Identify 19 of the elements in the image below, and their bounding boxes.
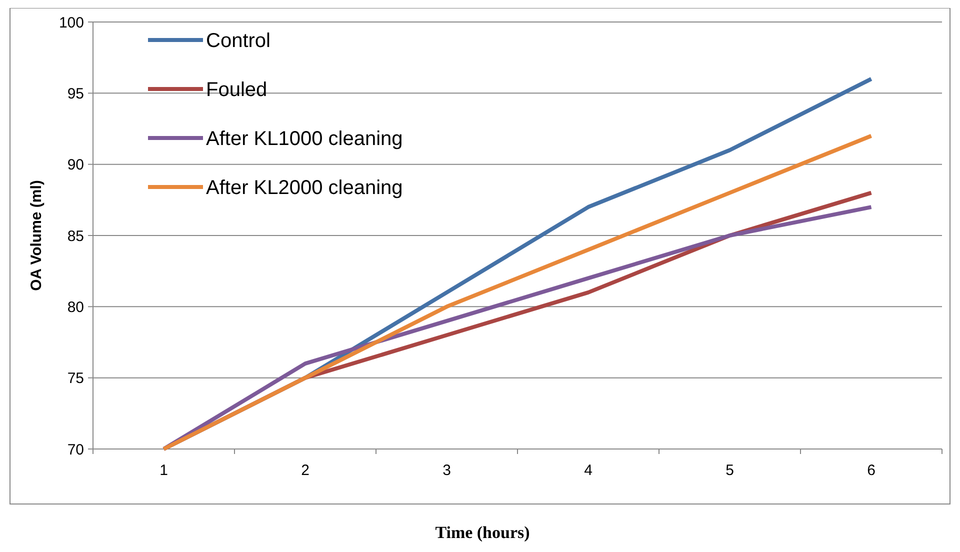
x-tick-label: 5 xyxy=(726,462,734,479)
y-tick-label: 70 xyxy=(67,441,84,458)
y-tick-label: 100 xyxy=(58,14,84,32)
y-axis-title: OA Volume (ml) xyxy=(28,180,45,291)
y-tick-label: 75 xyxy=(67,370,84,388)
y-tick-label: 85 xyxy=(67,228,84,245)
x-axis-title: Time (hours) xyxy=(435,523,530,542)
x-tick-label: 3 xyxy=(442,462,451,479)
legend-label: After KL1000 cleaning xyxy=(206,128,403,150)
x-tick-label: 6 xyxy=(867,462,876,479)
legend-label: Control xyxy=(206,30,270,52)
y-tick-label: 90 xyxy=(67,156,84,174)
legend-label: After KL2000 cleaning xyxy=(206,177,403,199)
x-tick-label: 1 xyxy=(160,462,168,479)
x-tick-label: 2 xyxy=(301,462,310,479)
y-tick-label: 95 xyxy=(67,85,84,102)
legend-label: Fouled xyxy=(206,79,268,101)
x-tick-label: 4 xyxy=(584,462,592,479)
y-tick-label: 80 xyxy=(67,298,84,316)
